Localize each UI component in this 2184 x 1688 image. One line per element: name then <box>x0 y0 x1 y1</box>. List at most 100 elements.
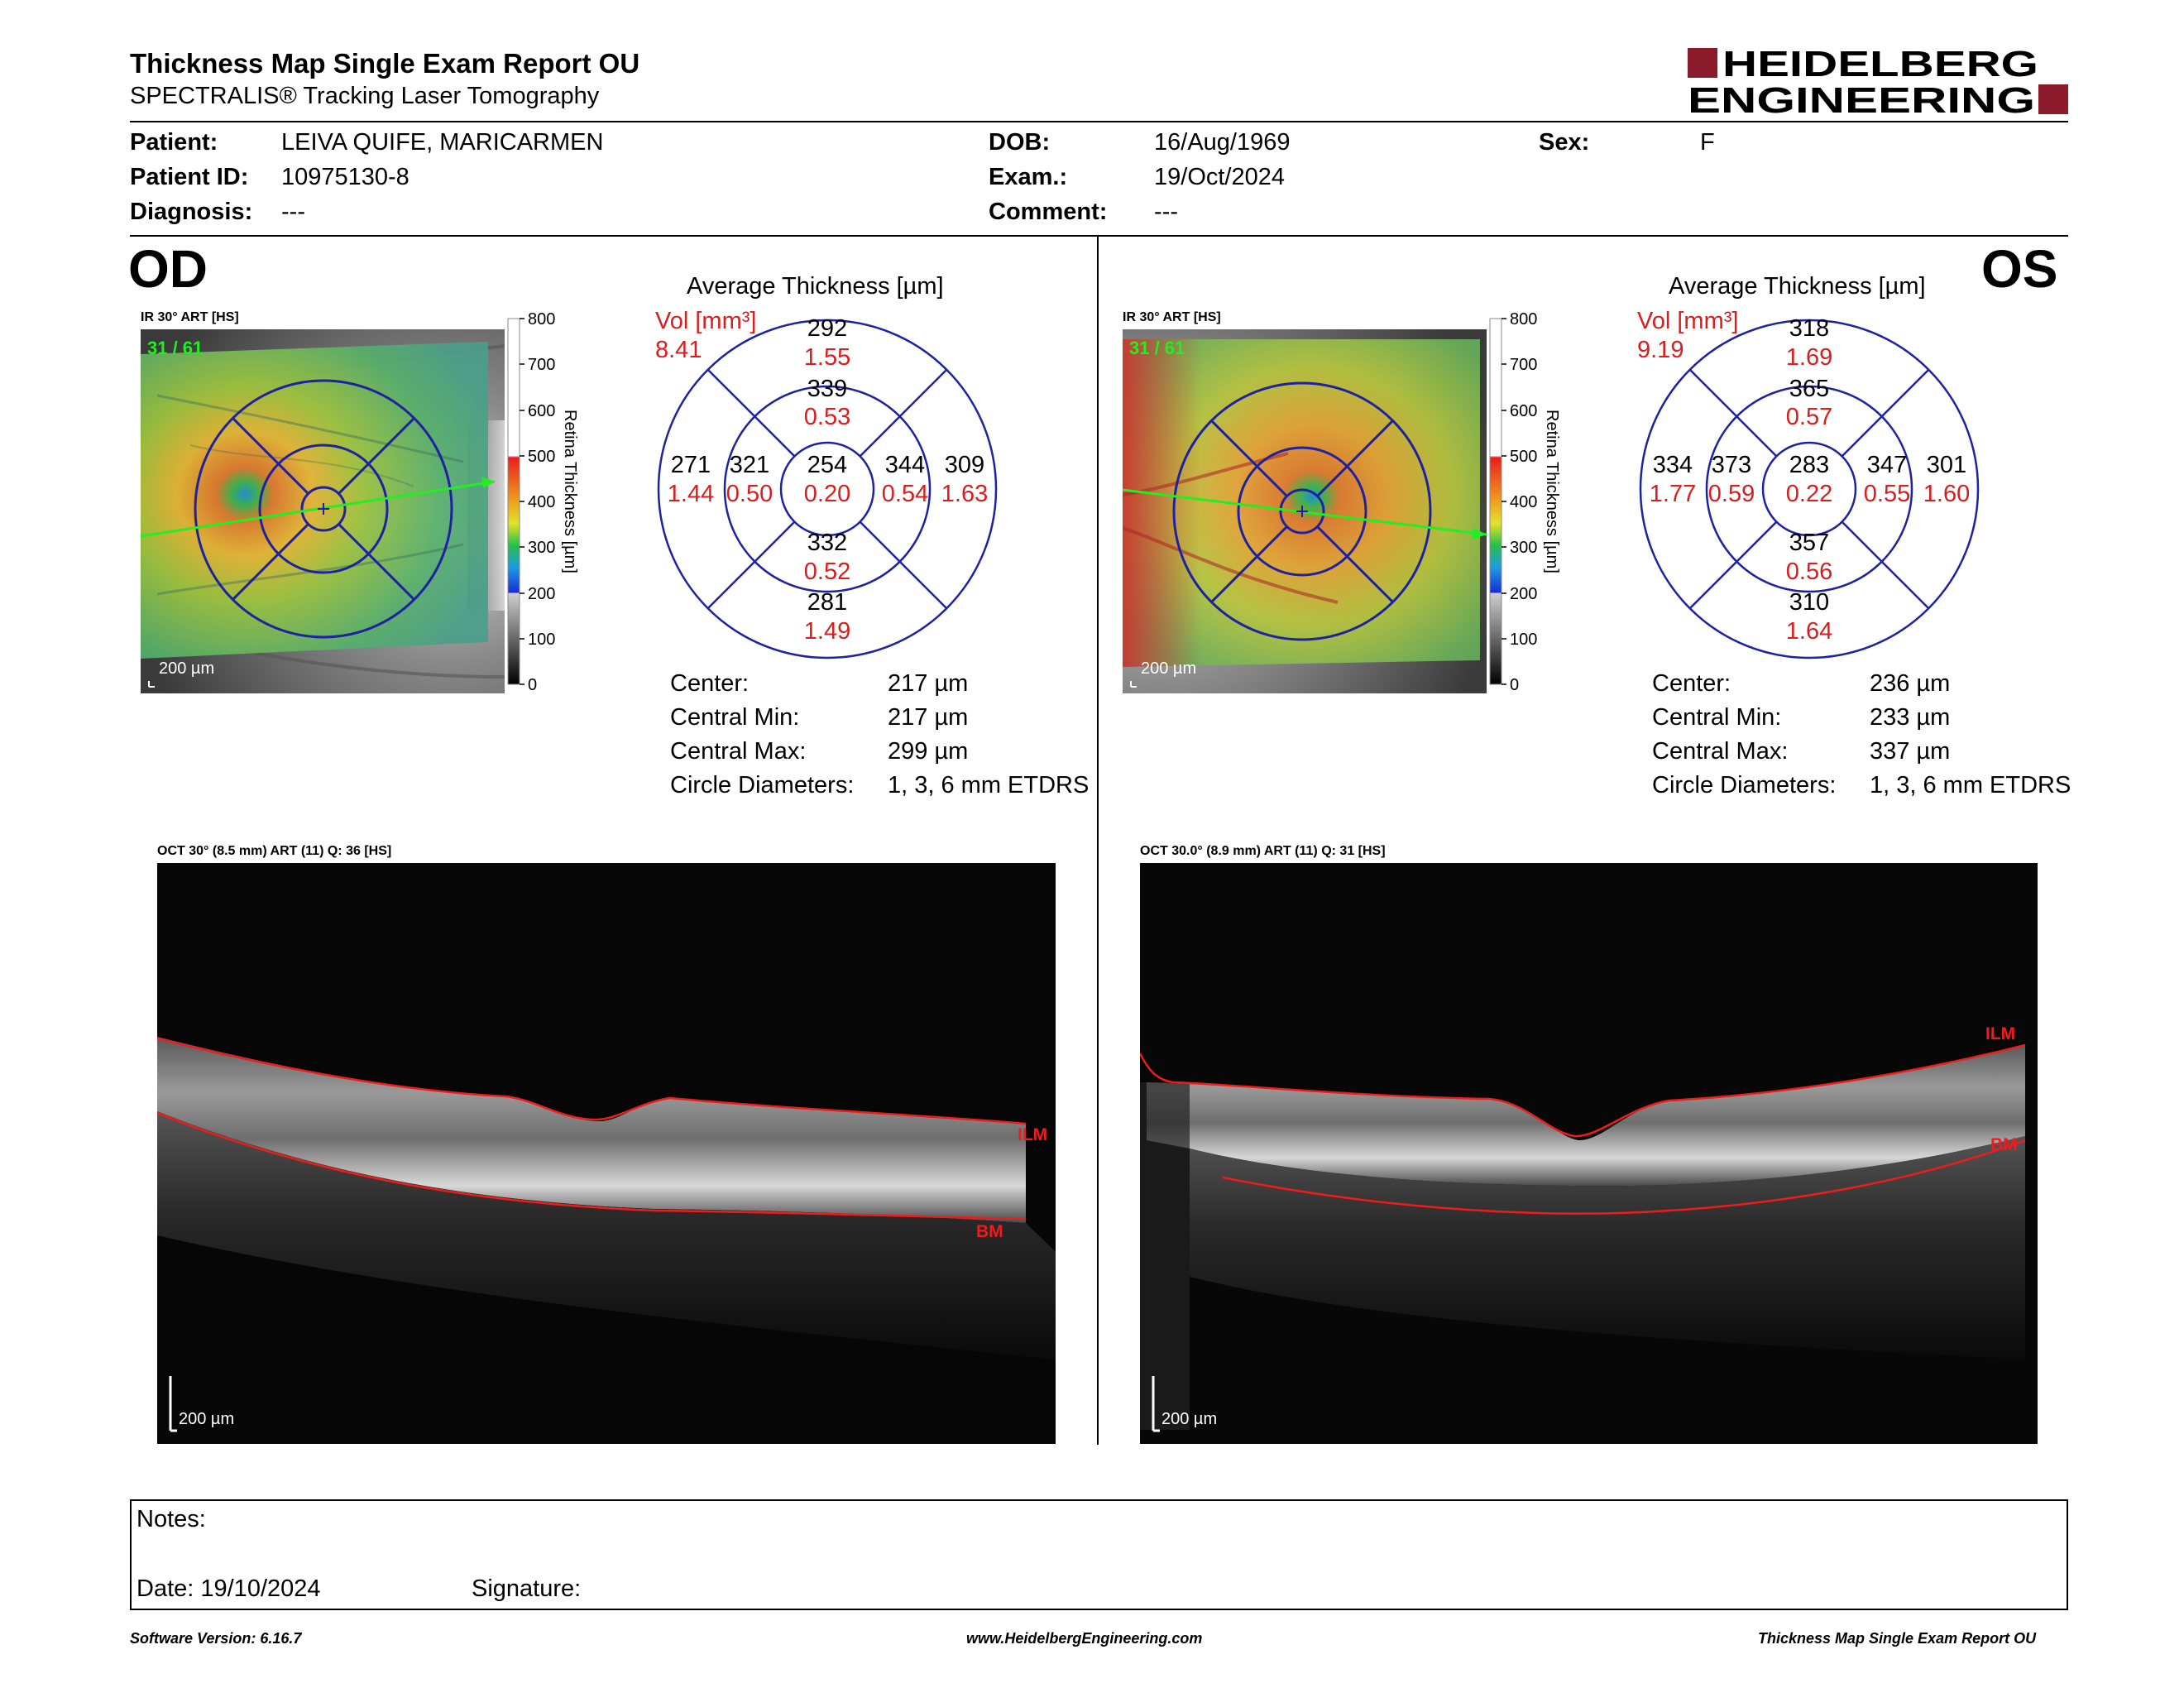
od-cbar-tick: 100 <box>528 631 555 649</box>
od-etdrs-grid: 292 1.55 339 0.53 254 0.20 332 0.52 281 … <box>645 306 1009 670</box>
os-stat-label: Circle Diameters: <box>1652 772 1837 798</box>
od-outer-temp-thickness: 309 <box>945 452 984 478</box>
od-outer-temp-volume: 1.63 <box>941 481 988 507</box>
od-vol-label: Vol [mm³] <box>655 308 757 334</box>
patient-name: LEIVA QUIFE, MARICARMEN <box>281 129 604 156</box>
os-inner-inf-volume: 0.56 <box>1786 559 1832 585</box>
os-ir-label: IR 30° ART [HS] <box>1123 310 1221 324</box>
od-cbar-label: Retina Thickness [µm] <box>561 410 579 573</box>
od-inner-temp-volume: 0.54 <box>882 481 928 507</box>
os-stat-label: Central Min: <box>1652 704 1782 731</box>
od-thickness-map: 31 / 61 200 µm <box>140 329 505 693</box>
od-cbar-tick: 800 <box>528 310 555 328</box>
os-vol-label: Vol [mm³] <box>1637 308 1739 334</box>
od-stat-value: 217 µm <box>888 670 969 697</box>
os-center-volume: 0.22 <box>1786 481 1832 507</box>
od-frame-count: 31 / 61 <box>147 338 203 358</box>
os-ilm-label: ILM <box>1985 1024 2015 1043</box>
os-oct-scale: 200 µm <box>1161 1410 1217 1428</box>
header-divider <box>130 121 2068 122</box>
os-outer-temp-thickness: 334 <box>1653 452 1693 478</box>
os-colorbar: 800 700 600 500 400 300 200 100 0 Retina… <box>1488 310 1567 699</box>
od-center-volume: 0.20 <box>804 481 850 507</box>
os-etdrs-grid: 318 1.69 365 0.57 283 0.22 357 0.56 310 … <box>1627 306 1991 670</box>
notes-label: Notes: <box>136 1506 206 1532</box>
os-bm-label: BM <box>1990 1135 2018 1154</box>
os-outer-inf-volume: 1.64 <box>1786 618 1832 645</box>
os-cbar-tick: 100 <box>1510 631 1537 649</box>
os-cbar-tick: 0 <box>1510 676 1519 694</box>
od-scale-bar: 200 µm <box>159 659 214 678</box>
od-ilm-label: ILM <box>1018 1125 1047 1144</box>
diagnosis-value: --- <box>281 199 305 225</box>
os-outer-nasal-volume: 1.60 <box>1923 481 1970 507</box>
os-scale-bar: 200 µm <box>1141 659 1196 678</box>
od-outer-nasal-volume: 1.44 <box>668 481 714 507</box>
od-outer-sup-thickness: 292 <box>807 315 847 342</box>
od-outer-inf-thickness: 281 <box>807 589 847 616</box>
exam-label: Exam.: <box>989 164 1068 190</box>
od-stat-value: 217 µm <box>888 704 969 731</box>
os-inner-temp-volume: 0.59 <box>1708 481 1755 507</box>
od-avg-title: Average Thickness [µm] <box>687 273 944 300</box>
od-oct-scan: ILM BM 200 µm <box>156 863 1056 1444</box>
od-colorbar: 800 700 600 500 400 300 200 100 0 Retina… <box>506 310 585 699</box>
os-oct-label: OCT 30.0° (8.9 mm) ART (11) Q: 31 [HS] <box>1140 844 1386 858</box>
od-inner-inf-volume: 0.52 <box>804 559 850 585</box>
footer-report-name: Thickness Map Single Exam Report OU <box>1758 1630 2037 1647</box>
date-label: Date: 19/10/2024 <box>136 1575 321 1602</box>
od-cbar-tick: 700 <box>528 356 555 374</box>
od-outer-nasal-thickness: 271 <box>671 452 711 478</box>
os-stat-value: 1, 3, 6 mm ETDRS <box>1870 772 2071 798</box>
od-ir-label: IR 30° ART [HS] <box>141 310 239 324</box>
os-frame-count: 31 / 61 <box>1129 338 1185 358</box>
os-cbar-tick: 400 <box>1510 493 1537 511</box>
os-outer-temp-volume: 1.77 <box>1650 481 1696 507</box>
os-cbar-tick: 800 <box>1510 310 1537 328</box>
os-inner-nasal-volume: 0.55 <box>1864 481 1910 507</box>
patient-label: Patient: <box>130 129 218 156</box>
od-outer-sup-volume: 1.55 <box>804 344 850 371</box>
comment-label: Comment: <box>989 199 1108 225</box>
os-cbar-tick: 300 <box>1510 539 1537 557</box>
od-outer-inf-volume: 1.49 <box>804 618 850 645</box>
os-inner-inf-thickness: 357 <box>1789 530 1829 556</box>
os-cbar-label: Retina Thickness [µm] <box>1543 410 1561 573</box>
sex-value: F <box>1700 129 1715 156</box>
od-stat-value: 1, 3, 6 mm ETDRS <box>888 772 1090 798</box>
os-stat-label: Central Max: <box>1652 738 1789 765</box>
dob-value: 16/Aug/1969 <box>1154 129 1291 156</box>
os-inner-nasal-thickness: 347 <box>1867 452 1907 478</box>
report-title: Thickness Map Single Exam Report OU <box>130 48 640 79</box>
od-inner-sup-thickness: 339 <box>807 376 847 402</box>
od-bm-label: BM <box>976 1222 1003 1241</box>
od-cbar-tick: 0 <box>528 676 537 694</box>
od-cbar-tick: 200 <box>528 585 555 603</box>
od-stat-label: Circle Diameters: <box>670 772 855 798</box>
od-stat-label: Center: <box>670 670 750 697</box>
os-stat-value: 337 µm <box>1870 738 1951 765</box>
comment-value: --- <box>1154 199 1178 225</box>
os-stat-value: 236 µm <box>1870 670 1951 697</box>
os-oct-scan: ILM BM 200 µm <box>1138 863 2038 1444</box>
website-link[interactable]: www.HeidelbergEngineering.com <box>966 1630 1203 1647</box>
report-subtitle: SPECTRALIS® Tracking Laser Tomography <box>130 83 600 109</box>
dob-label: DOB: <box>989 129 1051 156</box>
od-inner-temp-thickness: 344 <box>885 452 925 478</box>
os-cbar-tick: 500 <box>1510 448 1537 466</box>
od-vol-total: 8.41 <box>655 337 702 363</box>
od-oct-label: OCT 30° (8.5 mm) ART (11) Q: 36 [HS] <box>157 844 392 858</box>
od-center-thickness: 254 <box>807 452 847 478</box>
patient-id-label: Patient ID: <box>130 164 249 190</box>
notes-box[interactable] <box>130 1499 2068 1610</box>
os-outer-sup-volume: 1.69 <box>1786 344 1832 371</box>
os-vol-total: 9.19 <box>1637 337 1684 363</box>
od-inner-nasal-thickness: 321 <box>730 452 769 478</box>
logo-text-2: ENGINEERING <box>1688 80 2035 116</box>
eye-divider <box>1097 237 1099 1445</box>
signature-label: Signature: <box>472 1575 582 1602</box>
os-stat-label: Center: <box>1652 670 1731 697</box>
od-inner-inf-thickness: 332 <box>807 530 847 556</box>
od-cbar-tick: 300 <box>528 539 555 557</box>
os-inner-sup-volume: 0.57 <box>1786 404 1832 430</box>
